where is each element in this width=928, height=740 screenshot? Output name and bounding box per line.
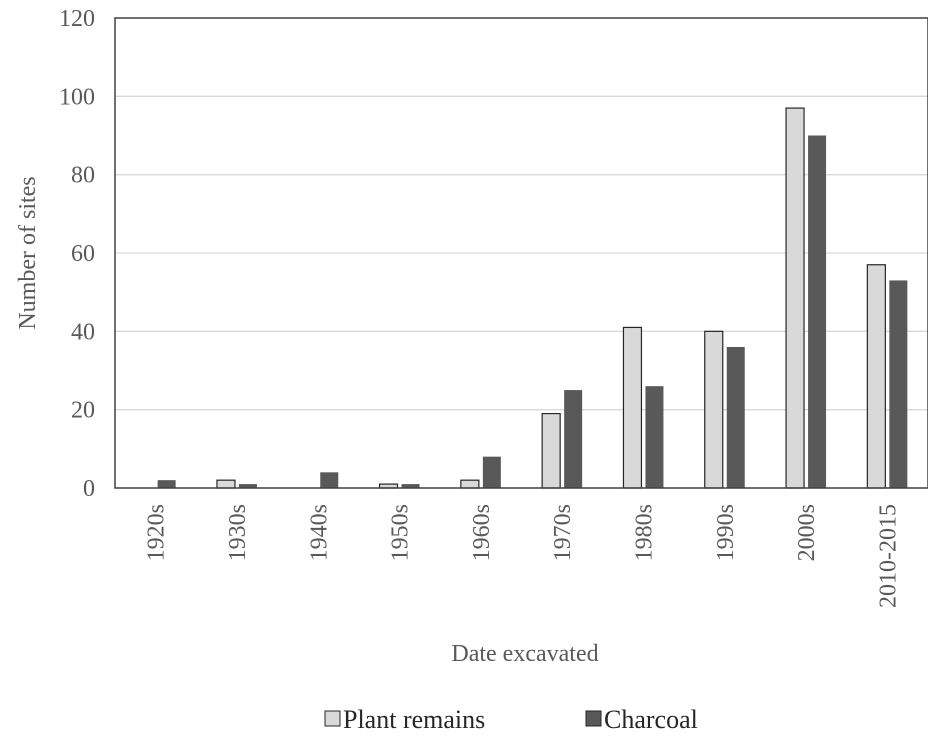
plot-area-border (114, 17, 928, 489)
legend: Plant remains Charcoal (324, 705, 698, 734)
x-axis-ticks: 1920s 1930s 1940s 1950s 1960s 1970s 1980s 1990s… (144, 504, 902, 608)
bars (157, 107, 908, 489)
bar-charcoal-1930s (238, 484, 257, 488)
y-axis-ticks: 0 20 40 60 80 100 120 (59, 6, 95, 502)
x-tick-label: 1960s (469, 504, 495, 561)
x-tick-label: 1950s (388, 504, 414, 561)
legend-label-plant-remains: Plant remains (343, 705, 485, 734)
legend-label-charcoal: Charcoal (604, 705, 698, 734)
legend-item-charcoal: Charcoal (585, 705, 698, 734)
bar-charcoal-1960s (482, 456, 501, 488)
bar-plant-remains-1990s (704, 330, 724, 489)
y-tick-label: 0 (83, 476, 95, 502)
bar-charcoal-2010-2015 (889, 280, 908, 488)
bar-charcoal-2000s (808, 135, 827, 488)
y-tick-label: 20 (71, 398, 95, 424)
x-tick-label: 2010-2015 (875, 504, 901, 608)
bar-plant-remains-2000s (785, 107, 805, 489)
bar-charcoal-1990s (726, 347, 745, 488)
y-tick-label: 80 (71, 163, 95, 189)
x-tick-label: 1970s (550, 504, 576, 561)
bar-plant-remains-1970s (541, 412, 561, 489)
y-tick-label: 40 (71, 319, 95, 345)
y-tick-label: 60 (71, 241, 95, 267)
x-tick-label: 1920s (144, 504, 170, 561)
y-axis-title: Number of sites (15, 176, 41, 329)
bar-charcoal-1970s (564, 390, 583, 488)
x-tick-label: 2000s (794, 504, 820, 561)
bar-charcoal-1920s (157, 480, 176, 488)
y-tick-label: 100 (59, 84, 95, 110)
x-tick-label: 1930s (225, 504, 251, 561)
bar-plant-remains-1960s (460, 479, 480, 489)
x-tick-label: 1990s (713, 504, 739, 561)
x-tick-label: 1940s (306, 504, 332, 561)
bar-plant-remains-2010-2015 (866, 264, 886, 489)
bar-charcoal-1980s (645, 386, 664, 488)
bar-plant-remains-1930s (216, 479, 236, 489)
legend-item-plant-remains: Plant remains (324, 705, 485, 734)
bar-charcoal-1950s (401, 484, 420, 488)
legend-swatch-charcoal (585, 710, 602, 727)
x-axis-title: Date excavated (451, 641, 598, 667)
gridlines (115, 95, 928, 411)
bar-charcoal-1940s (320, 472, 339, 488)
x-tick-label: 1980s (631, 504, 657, 561)
legend-swatch-plant-remains (324, 710, 341, 727)
bar-plant-remains-1980s (622, 326, 643, 489)
y-tick-label: 120 (59, 6, 95, 32)
